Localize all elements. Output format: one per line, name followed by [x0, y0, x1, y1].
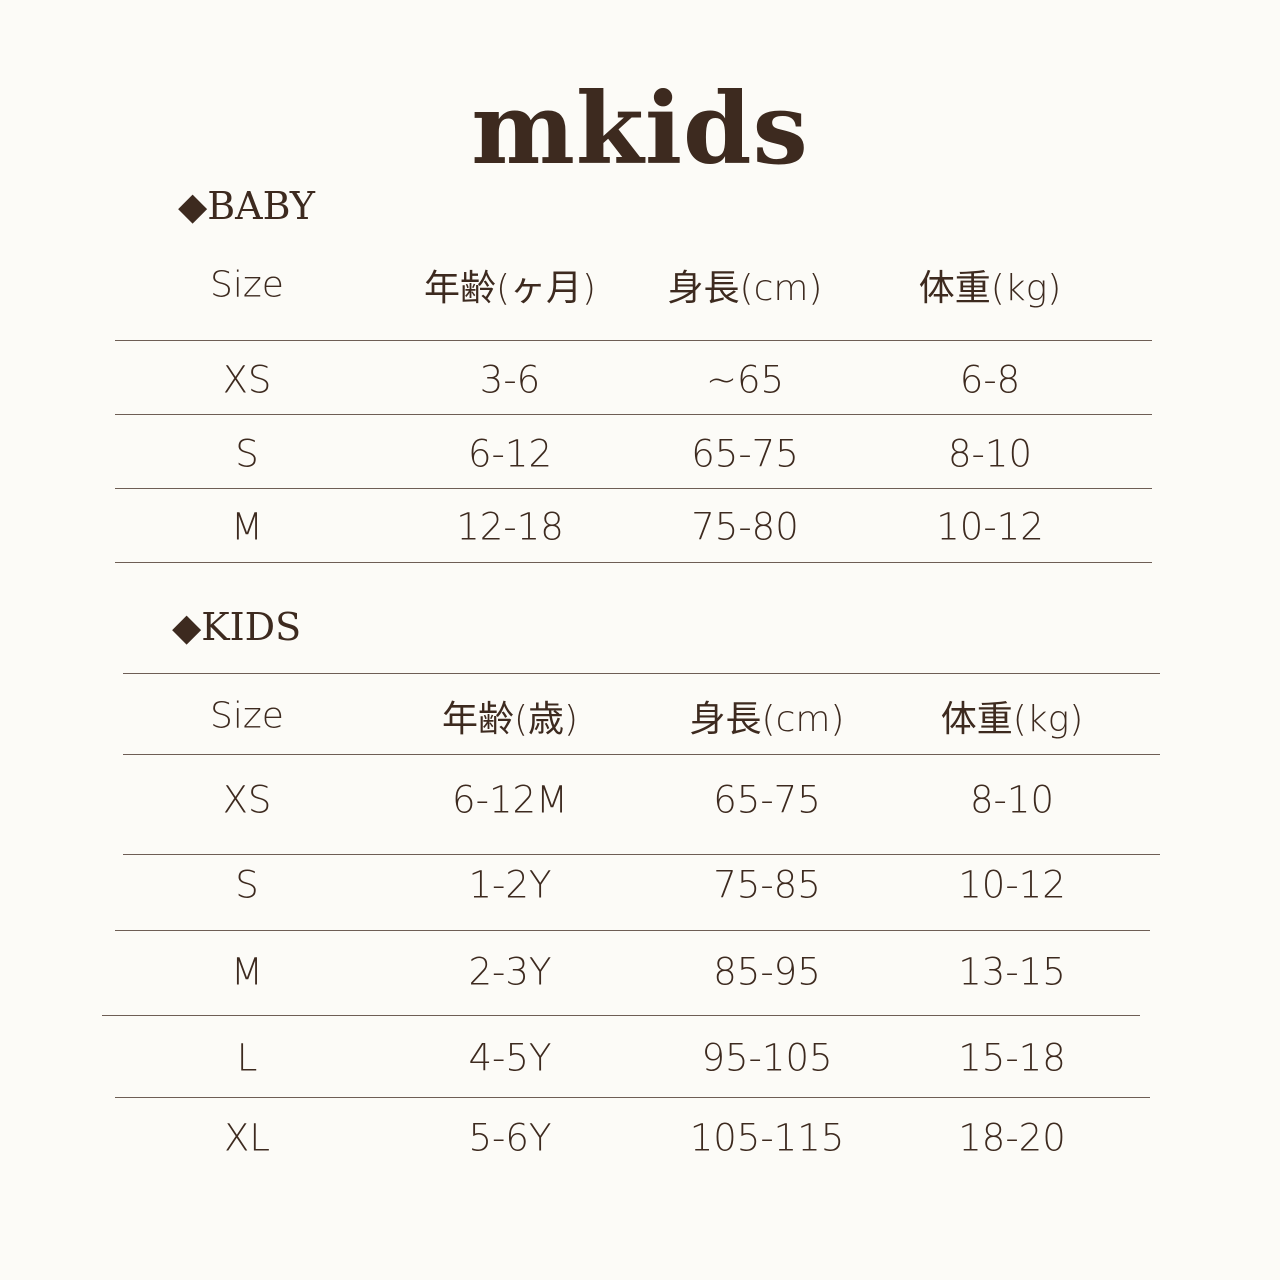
table-divider: [102, 1015, 1140, 1016]
kids-table-cell: 65-75: [713, 778, 821, 822]
baby-table-cell: ~65: [705, 358, 785, 402]
baby-table-cell: XS: [222, 358, 272, 402]
table-divider: [115, 930, 1150, 931]
baby-table-cell: 75-80: [691, 505, 799, 549]
kids-table-cell: 10-12: [958, 863, 1066, 907]
kids-table-cell: XL: [224, 1116, 270, 1160]
table-divider: [115, 488, 1152, 489]
kids-table-cell: 18-20: [958, 1116, 1066, 1160]
baby-table-cell: 8-10: [948, 432, 1032, 476]
baby-table-cell: S: [235, 432, 259, 476]
table-divider: [115, 340, 1152, 341]
baby-table-cell: 65-75: [691, 432, 799, 476]
table-divider: [115, 562, 1152, 563]
kids-table-cell: 2-3Y: [468, 950, 552, 994]
kids-header-cell: Size: [210, 695, 284, 737]
brand-title: mkids: [471, 72, 809, 187]
baby-table-cell: 12-18: [456, 505, 564, 549]
baby-header-cell: Size: [210, 264, 284, 306]
baby-header-cell: 身長(cm): [667, 268, 823, 309]
table-divider: [115, 414, 1152, 415]
kids-table-cell: 8-10: [970, 778, 1054, 822]
baby-table-cell: 10-12: [936, 505, 1044, 549]
baby-table-cell: 3-6: [479, 358, 541, 402]
kids-header-cell: 年齢(歳): [441, 699, 579, 740]
kids-table-cell: S: [235, 863, 259, 907]
kids-table-cell: 15-18: [958, 1036, 1066, 1080]
kids-header-cell: 身長(cm): [689, 699, 845, 740]
baby-section-heading: ◆BABY: [178, 184, 315, 228]
table-divider: [115, 1097, 1150, 1098]
table-divider: [123, 854, 1160, 855]
kids-table-cell: L: [236, 1036, 258, 1080]
kids-table-cell: 4-5Y: [468, 1036, 552, 1080]
kids-table-cell: 6-12M: [452, 778, 568, 822]
table-divider: [123, 754, 1160, 755]
kids-table-cell: XS: [222, 778, 272, 822]
baby-table-cell: M: [231, 505, 263, 549]
baby-header-cell: 年齢(ヶ月): [423, 268, 597, 309]
baby-table-cell: 6-8: [959, 358, 1021, 402]
kids-table-cell: 5-6Y: [468, 1116, 552, 1160]
baby-table-cell: 6-12: [468, 432, 552, 476]
kids-table-cell: 85-95: [713, 950, 821, 994]
kids-table-cell: 13-15: [958, 950, 1066, 994]
kids-table-cell: 1-2Y: [468, 863, 552, 907]
kids-table-cell: 75-85: [713, 863, 821, 907]
kids-table-cell: 95-105: [701, 1036, 833, 1080]
baby-header-cell: 体重(kg): [918, 268, 1062, 309]
kids-section-heading: ◆KIDS: [172, 605, 302, 649]
kids-header-cell: 体重(kg): [940, 699, 1084, 740]
kids-table-cell: 105-115: [689, 1116, 845, 1160]
table-divider: [123, 673, 1160, 674]
kids-table-cell: M: [231, 950, 263, 994]
